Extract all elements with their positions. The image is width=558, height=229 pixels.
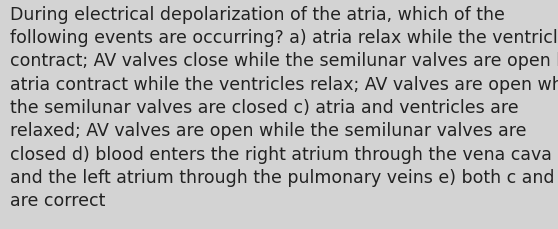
Text: During electrical depolarization of the atria, which of the
following events are: During electrical depolarization of the … xyxy=(10,6,558,209)
